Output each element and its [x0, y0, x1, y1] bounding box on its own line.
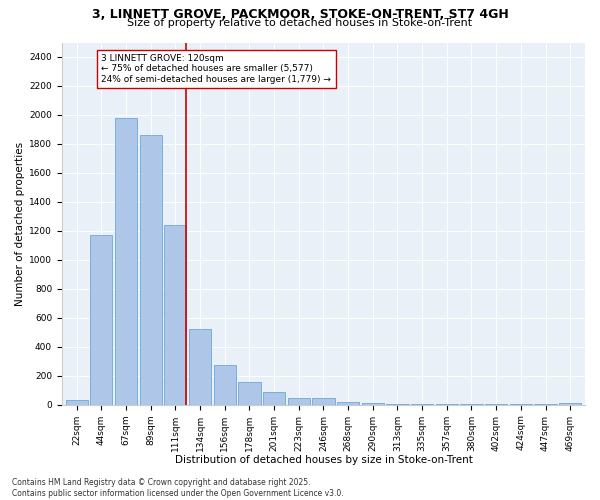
- Bar: [362, 402, 384, 404]
- Bar: [189, 330, 211, 404]
- Bar: [140, 135, 162, 404]
- Bar: [65, 400, 88, 404]
- Text: 3 LINNETT GROVE: 120sqm
← 75% of detached houses are smaller (5,577)
24% of semi: 3 LINNETT GROVE: 120sqm ← 75% of detache…: [101, 54, 331, 84]
- Text: 3, LINNETT GROVE, PACKMOOR, STOKE-ON-TRENT, ST7 4GH: 3, LINNETT GROVE, PACKMOOR, STOKE-ON-TRE…: [92, 8, 508, 20]
- Bar: [164, 225, 187, 404]
- Bar: [238, 382, 260, 404]
- Bar: [287, 398, 310, 404]
- Bar: [313, 398, 335, 404]
- X-axis label: Distribution of detached houses by size in Stoke-on-Trent: Distribution of detached houses by size …: [175, 455, 472, 465]
- Bar: [337, 402, 359, 404]
- Text: Contains HM Land Registry data © Crown copyright and database right 2025.
Contai: Contains HM Land Registry data © Crown c…: [12, 478, 344, 498]
- Bar: [263, 392, 285, 404]
- Text: Size of property relative to detached houses in Stoke-on-Trent: Size of property relative to detached ho…: [127, 18, 473, 28]
- Bar: [559, 402, 581, 404]
- Y-axis label: Number of detached properties: Number of detached properties: [15, 142, 25, 306]
- Bar: [214, 365, 236, 405]
- Bar: [90, 235, 112, 404]
- Bar: [115, 118, 137, 405]
